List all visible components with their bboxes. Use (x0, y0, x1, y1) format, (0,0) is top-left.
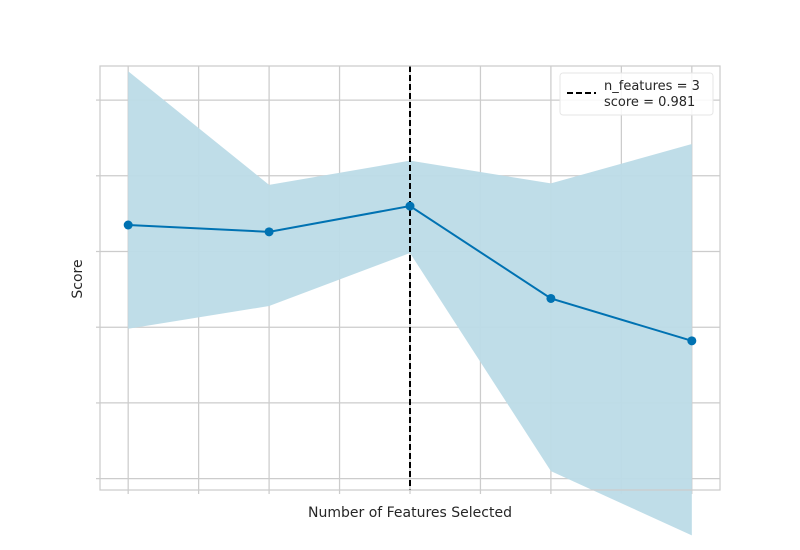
plot-frame (99, 65, 721, 491)
score-band (128, 71, 692, 536)
x-axis-label: Number of Features Selected (308, 505, 512, 521)
score-point (123, 220, 133, 230)
legend-box (559, 72, 714, 116)
score-points (123, 201, 697, 346)
score-point (264, 227, 274, 237)
score-point (687, 336, 697, 346)
legend-label-line-1: n_features = 3 (604, 79, 700, 94)
score-point (546, 293, 556, 303)
legend-label-line-2: score = 0.981 (604, 95, 695, 110)
score-point (405, 201, 415, 211)
legend: n_features = 3 score = 0.981 (559, 72, 714, 116)
y-axis-label: Score (70, 259, 86, 298)
score-confidence-band (128, 71, 692, 536)
